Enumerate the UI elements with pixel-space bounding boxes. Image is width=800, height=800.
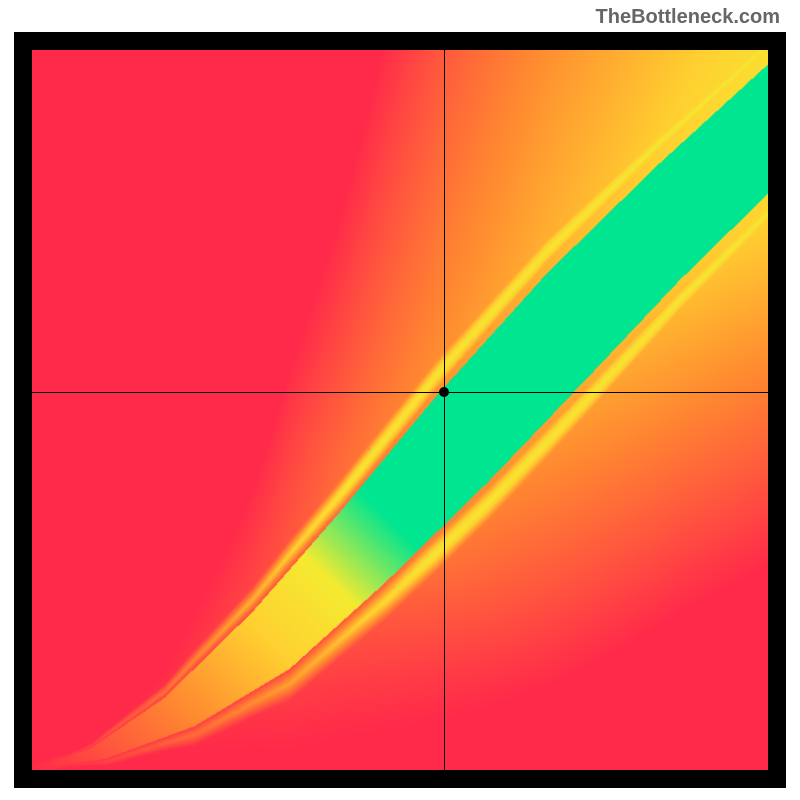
crosshair-horizontal (32, 392, 768, 393)
heatmap-canvas (32, 50, 768, 770)
watermark-text: TheBottleneck.com (596, 6, 780, 29)
chart-container: TheBottleneck.com (0, 0, 800, 800)
crosshair-vertical (444, 50, 445, 770)
marker-dot (439, 387, 449, 397)
chart-frame (14, 32, 786, 788)
